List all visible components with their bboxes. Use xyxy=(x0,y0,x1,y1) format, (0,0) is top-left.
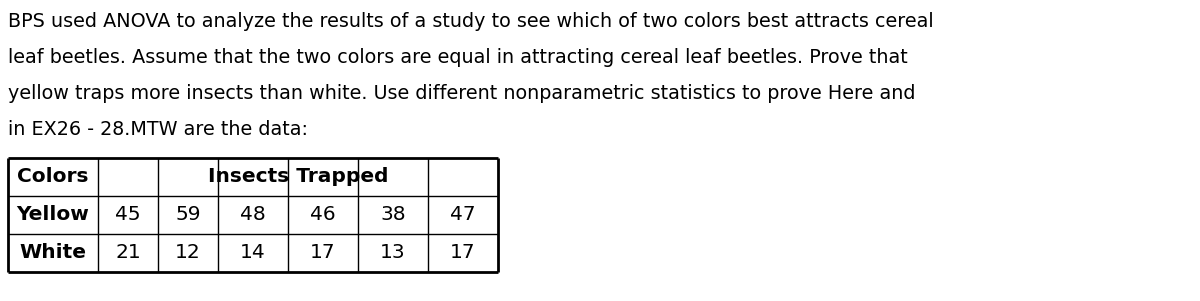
Text: 59: 59 xyxy=(175,206,200,225)
Text: 45: 45 xyxy=(115,206,140,225)
Text: Colors: Colors xyxy=(17,167,89,187)
Text: 13: 13 xyxy=(380,244,406,262)
Text: 14: 14 xyxy=(240,244,266,262)
Text: yellow traps more insects than white. Use different nonparametric statistics to : yellow traps more insects than white. Us… xyxy=(8,84,916,103)
Text: Yellow: Yellow xyxy=(17,206,90,225)
Text: leaf beetles. Assume that the two colors are equal in attracting cereal leaf bee: leaf beetles. Assume that the two colors… xyxy=(8,48,907,67)
Text: in EX26 - 28.MTW are the data:: in EX26 - 28.MTW are the data: xyxy=(8,120,308,139)
Text: 17: 17 xyxy=(310,244,336,262)
Text: 48: 48 xyxy=(240,206,266,225)
Text: 21: 21 xyxy=(115,244,140,262)
Text: 17: 17 xyxy=(450,244,476,262)
Text: Insects Trapped: Insects Trapped xyxy=(208,167,389,187)
Text: 47: 47 xyxy=(450,206,476,225)
Text: BPS used ANOVA to analyze the results of a study to see which of two colors best: BPS used ANOVA to analyze the results of… xyxy=(8,12,934,31)
Text: White: White xyxy=(19,244,86,262)
Text: 46: 46 xyxy=(310,206,336,225)
Text: 12: 12 xyxy=(175,244,200,262)
Text: 38: 38 xyxy=(380,206,406,225)
